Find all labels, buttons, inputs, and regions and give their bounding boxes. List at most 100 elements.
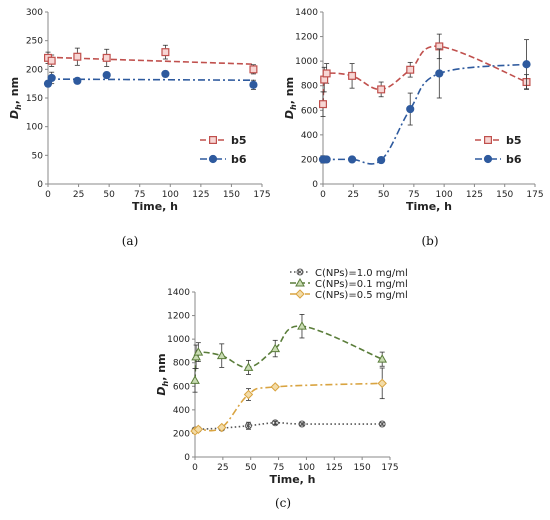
data-point — [270, 343, 281, 353]
y-tick-label: 200 — [301, 155, 318, 165]
legend-label: b6 — [506, 153, 522, 166]
data-point — [322, 155, 331, 164]
x-tick-label: 150 — [496, 190, 513, 200]
y-tick-label: 1200 — [167, 312, 190, 322]
data-point — [73, 52, 82, 61]
y-tick-label: 150 — [26, 94, 43, 104]
data-point — [190, 375, 200, 384]
y-tick-label: 0 — [37, 180, 43, 190]
data-point — [193, 347, 204, 356]
data-point — [47, 73, 56, 83]
data-point — [378, 420, 386, 428]
data-point — [217, 422, 227, 433]
data-point — [377, 85, 386, 94]
legend-swatch-marker — [484, 136, 493, 145]
chart-panel-1: 0 50 100 150 200 250 300 0 25 50 75 100 125 150 175 Tim… — [8, 8, 271, 248]
data-point — [271, 419, 279, 427]
x-tick-label: 175 — [526, 190, 543, 200]
legend-swatch-marker — [295, 277, 305, 287]
y-tick-label: 800 — [173, 359, 190, 369]
data-point — [249, 80, 258, 89]
x-tick-label: 25 — [217, 463, 228, 473]
legend-swatch-marker — [483, 154, 493, 164]
x-tick-label: 0 — [192, 463, 198, 473]
y-tick-label: 1400 — [295, 8, 318, 18]
series-2 — [190, 313, 388, 393]
data-point — [348, 71, 357, 80]
data-point — [377, 354, 388, 363]
legend-label: b5 — [506, 134, 522, 147]
y-axis-title: Dh, nm — [8, 77, 23, 119]
y-tick-label: 300 — [26, 8, 43, 18]
x-tick-label: 100 — [298, 463, 315, 473]
y-tick-label: 0 — [312, 180, 318, 190]
data-point — [435, 69, 444, 78]
chart-panel-3: 0 200 400 600 800 1000 1200 1400 0 25 50 75 100 125 15… — [155, 268, 408, 510]
y-axis-title: Dh, nm — [283, 77, 298, 119]
data-point — [73, 76, 82, 85]
data-point — [522, 60, 531, 69]
y-tick-label: 200 — [173, 429, 190, 439]
data-point — [406, 65, 415, 74]
y-tick-label: 400 — [173, 406, 190, 416]
data-point — [191, 351, 201, 361]
panel-label: (b) — [421, 234, 438, 248]
chart-panel-2: 0 200 400 600 800 1000 1200 1400 0 25 50 75 100 125 15… — [283, 8, 544, 248]
data-point — [297, 321, 307, 330]
x-tick-label: 50 — [245, 463, 257, 473]
x-tick-label: 150 — [354, 463, 371, 473]
legend-label: C(NPs)=0.1 mg/ml — [315, 279, 408, 290]
x-tick-label: 50 — [378, 190, 390, 200]
y-tick-label: 400 — [301, 131, 318, 141]
x-tick-label: 50 — [103, 190, 115, 200]
x-tick-label: 125 — [192, 190, 209, 200]
x-tick-label: 100 — [436, 190, 453, 200]
y-tick-label: 50 — [32, 151, 44, 161]
y-tick-label: 1000 — [295, 57, 318, 67]
y-tick-label: 1400 — [167, 288, 190, 298]
x-tick-label: 25 — [73, 190, 84, 200]
y-tick-label: 600 — [173, 382, 190, 392]
data-point — [102, 53, 111, 62]
data-point — [377, 378, 387, 389]
legend-swatch-marker — [296, 268, 304, 276]
data-point — [319, 100, 328, 109]
x-tick-label: 75 — [273, 463, 284, 473]
x-tick-label: 100 — [162, 190, 179, 200]
data-point — [347, 155, 357, 164]
x-axis-title: Time, h — [132, 200, 178, 213]
data-point — [193, 424, 204, 435]
legend-label: C(NPs)=1.0 mg/ml — [315, 268, 408, 279]
y-axis-title: Dh, nm — [155, 353, 170, 395]
x-tick-label: 150 — [223, 190, 240, 200]
data-point — [43, 79, 53, 88]
x-tick-label: 175 — [253, 190, 270, 200]
data-point — [161, 69, 170, 79]
data-point — [249, 65, 258, 74]
y-tick-label: 100 — [26, 123, 43, 133]
data-point — [322, 69, 331, 78]
x-axis-title: Time, h — [406, 200, 452, 213]
x-tick-label: 0 — [320, 190, 326, 200]
y-tick-label: 250 — [26, 37, 43, 47]
series-2 — [43, 69, 258, 90]
panel-label: (c) — [275, 496, 291, 510]
trend-line — [47, 56, 254, 65]
data-point — [243, 389, 254, 400]
series-line — [194, 382, 383, 432]
y-tick-label: 1200 — [295, 33, 318, 43]
legend-label: b5 — [231, 134, 247, 147]
legend-label: C(NPs)=0.5 mg/ml — [315, 290, 408, 301]
data-point — [161, 48, 170, 57]
trend-line — [47, 78, 254, 82]
data-point — [216, 350, 227, 360]
x-tick-label: 125 — [466, 190, 483, 200]
x-tick-label: 75 — [134, 190, 145, 200]
y-tick-label: 600 — [301, 106, 318, 116]
data-point — [245, 422, 252, 430]
y-tick-label: 200 — [26, 65, 43, 75]
legend-label: b6 — [231, 153, 247, 166]
x-tick-label: 75 — [408, 190, 419, 200]
